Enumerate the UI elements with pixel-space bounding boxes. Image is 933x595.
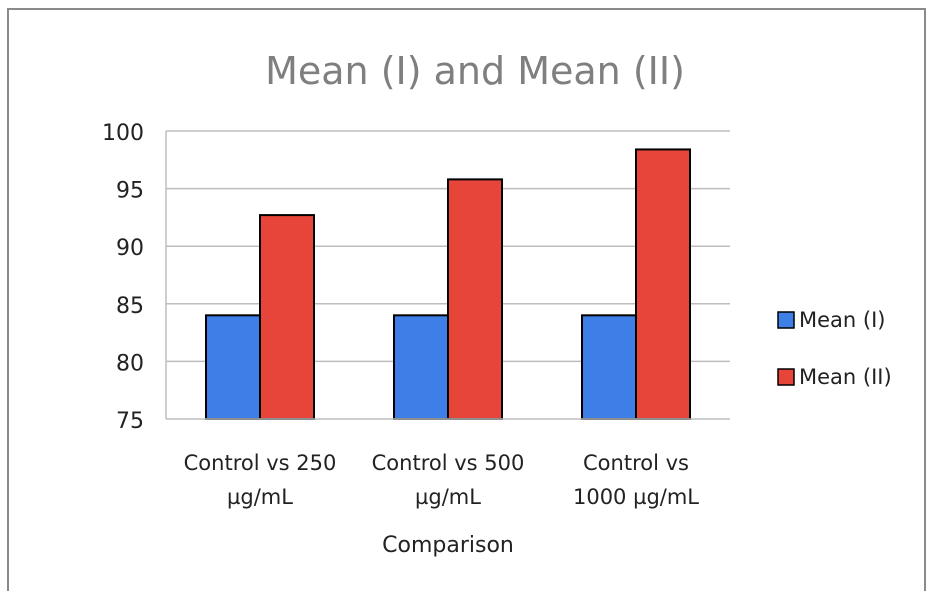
x-tick-label: µg/mL [415,485,481,509]
x-tick-label: 1000 µg/mL [573,485,699,509]
x-tick-label: Control vs 250 [184,451,337,475]
y-tick-label: 80 [116,351,144,376]
bar-mean-ii [635,148,691,420]
y-tick-label: 95 [116,179,144,204]
bar-mean-i [581,314,637,421]
bar-mean-ii [259,214,315,420]
legend-swatch [777,311,795,329]
chart-title: Mean (I) and Mean (II) [265,49,685,93]
x-tick-label: Control vs 500 [372,451,525,475]
bar-mean-ii [447,178,503,420]
y-axis: 75 80 85 90 95 100 [102,121,167,434]
y-tick-label: 90 [116,236,144,261]
legend-swatch [777,368,795,386]
x-tick-label: µg/mL [227,485,293,509]
bar-mean-i [205,314,261,421]
x-axis-title: Comparison [382,533,514,558]
y-tick-label: 75 [116,409,144,434]
bars [205,148,691,421]
legend-label: Mean (II) [799,365,892,389]
y-tick-label: 100 [102,121,144,146]
y-tick-label: 85 [116,294,144,319]
x-axis: Control vs 250 µg/mL Control vs 500 µg/mL Co… [166,418,730,509]
legend-label: Mean (I) [799,308,885,332]
chart-border [7,8,926,591]
legend: Mean (I) Mean (II) [777,308,892,389]
bar-mean-i [393,314,449,421]
x-tick-label: Control vs [583,451,689,475]
